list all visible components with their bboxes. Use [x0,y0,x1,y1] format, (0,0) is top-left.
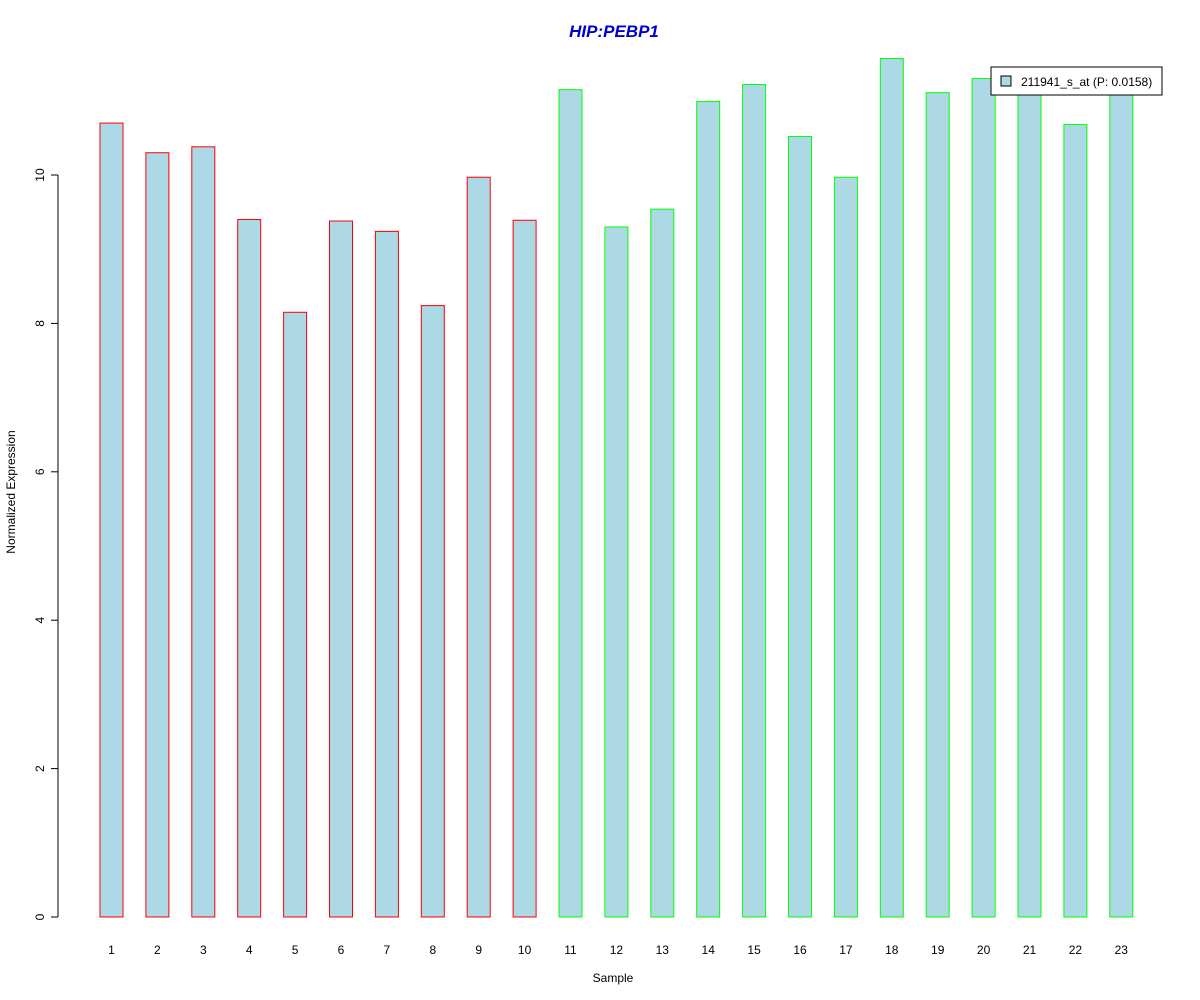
x-tick-label: 8 [429,943,436,957]
bar [788,135,812,918]
x-tick-label: 10 [518,943,532,957]
y-tick-label: 10 [33,168,47,182]
x-tick-label: 15 [747,943,761,957]
y-axis: 0 2 4 6 8 10 [33,168,59,920]
x-tick-label: 13 [656,943,670,957]
bar [833,176,858,918]
x-tick-label: 1 [108,943,115,957]
bar [374,230,399,918]
y-axis-label: Normalized Expression [4,430,18,553]
x-tick-label: 11 [564,943,577,957]
x-axis-label: Sample [593,971,634,985]
bar [191,146,216,918]
y-tick-label: 0 [33,913,47,920]
chart-title: HIP:PEBP1 [569,22,659,41]
x-tick-label: 5 [292,943,299,957]
bar [650,208,675,918]
bar [742,83,767,918]
x-tick-label: 16 [793,943,807,957]
x-tick-label: 18 [885,943,899,957]
bar [879,58,904,918]
x-tick-label: 3 [200,943,207,957]
bar [329,220,353,918]
x-tick-label: 4 [246,943,253,957]
x-tick-label: 19 [931,943,945,957]
x-tick-label: 7 [384,943,391,957]
bar [512,219,537,918]
bar [466,176,491,918]
bar [604,226,629,918]
legend: 211941_s_at (P: 0.0158) [990,66,1163,96]
bar [1109,90,1134,918]
bar [1017,92,1042,918]
y-tick-label: 8 [33,320,47,327]
x-tick-label: 22 [1069,943,1083,957]
x-tick-label: 23 [1115,943,1129,957]
x-tick-label: 17 [839,943,853,957]
legend-box [990,66,1163,96]
x-tick-label: 14 [702,943,716,957]
legend-label: 211941_s_at (P: 0.0158) [1021,75,1152,89]
bar [925,92,950,918]
bar [696,101,721,918]
legend-swatch [1000,75,1012,87]
x-tick-label: 2 [154,943,161,957]
x-tick-label: 12 [610,943,624,957]
x-tick-label: 21 [1023,943,1037,957]
x-tick-label: 20 [977,943,991,957]
bar [971,78,996,918]
bar [283,311,308,918]
bar [1063,124,1088,918]
bars-group [99,58,1134,918]
bar [420,305,445,918]
x-tick-labels: 1 2 3 4 5 6 7 8 9 10 11 12 13 14 15 16 17 18 19 20 21 22 23 [108,943,1128,957]
bar [99,122,124,918]
y-tick-label: 4 [33,617,47,624]
bar [558,89,583,918]
y-tick-label: 6 [33,468,47,475]
bar [145,152,170,918]
y-tick-label: 2 [33,765,47,772]
x-tick-label: 9 [475,943,482,957]
bar [237,219,262,918]
x-tick-label: 6 [338,943,345,957]
